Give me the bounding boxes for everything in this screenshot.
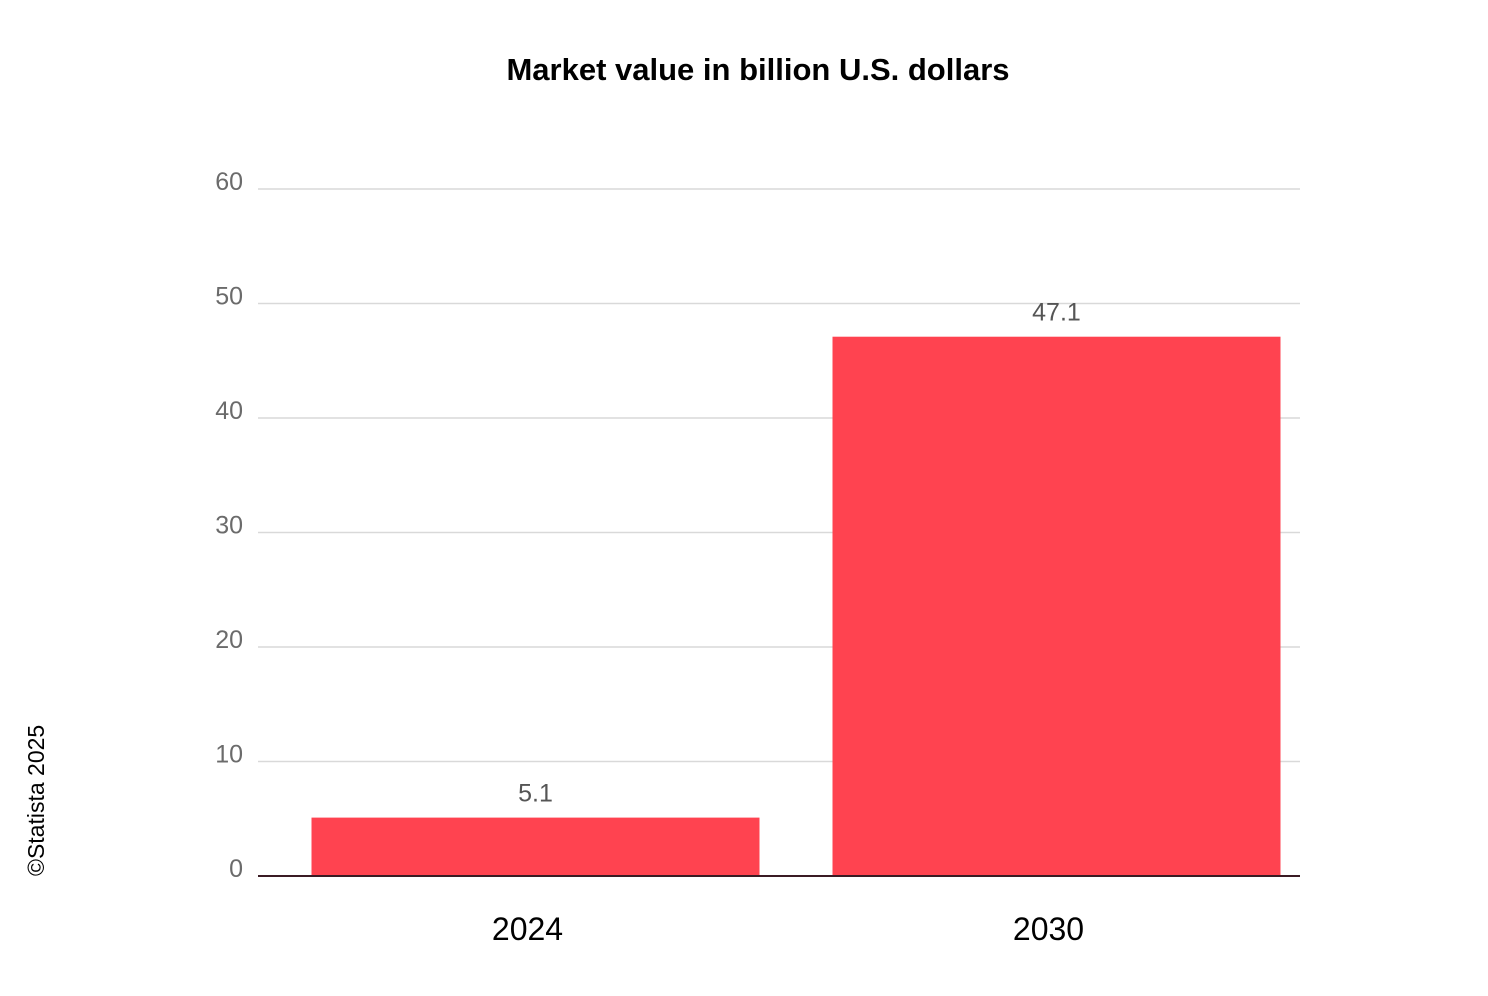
bars <box>311 336 1281 877</box>
y-axis-ticks: 0 10 20 30 40 50 60 <box>215 168 243 883</box>
bar-2030[interactable] <box>832 336 1281 877</box>
x-tick-label-2030: 2030 <box>1013 911 1084 947</box>
copyright-text: ©Statista 2025 <box>23 725 49 876</box>
y-tick-label: 30 <box>215 512 243 540</box>
data-label-2024: 5.1 <box>518 780 553 808</box>
bar-2024[interactable] <box>311 817 760 876</box>
chart-title: Market value in billion U.S. dollars <box>506 52 1009 87</box>
x-axis-ticks: 2024 2030 <box>492 911 1084 947</box>
data-label-2030: 47.1 <box>1032 299 1081 327</box>
y-tick-label: 60 <box>215 168 243 196</box>
y-tick-label: 0 <box>229 855 243 883</box>
y-tick-label: 20 <box>215 626 243 654</box>
data-labels: 5.1 47.1 <box>518 299 1081 808</box>
x-tick-label-2024: 2024 <box>492 911 563 947</box>
y-tick-label: 50 <box>215 283 243 311</box>
y-tick-label: 40 <box>215 397 243 425</box>
y-tick-label: 10 <box>215 741 243 769</box>
